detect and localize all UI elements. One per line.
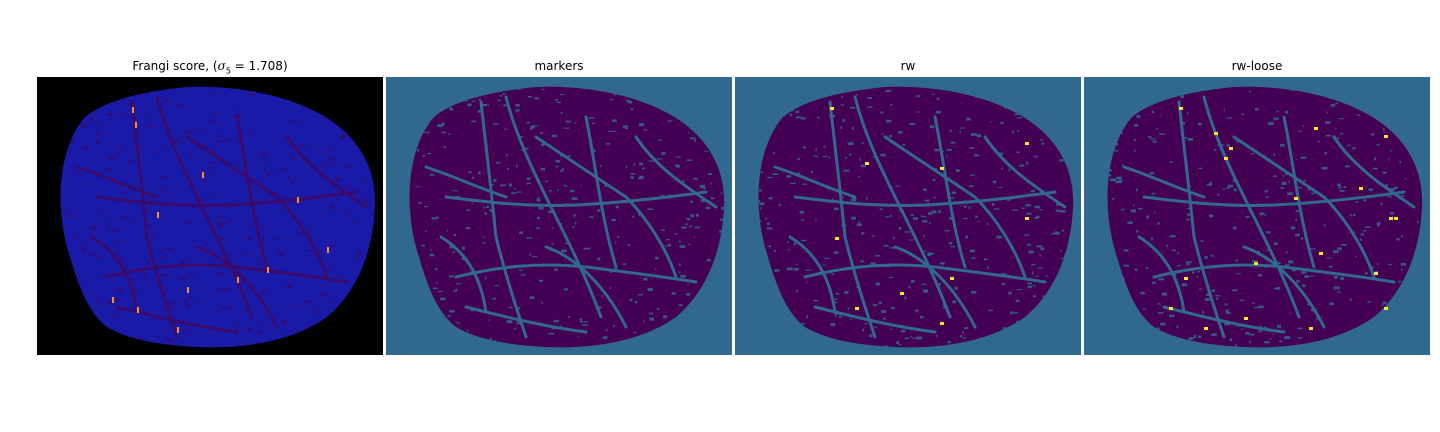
- frangi-heart-image: [37, 77, 383, 355]
- rw-loose-image: [1084, 77, 1430, 355]
- panel-title-rw-loose: rw-loose: [1231, 59, 1283, 73]
- panel-title-rw: rw: [900, 59, 916, 73]
- panel-title-markers: markers: [534, 59, 584, 73]
- frangi-image: [37, 77, 383, 355]
- rw-image: [735, 77, 1081, 355]
- markers-heart-image: [386, 77, 732, 355]
- rw-loose-heart-image: [1084, 77, 1430, 355]
- markers-image: [386, 77, 732, 355]
- panel-title-frangi: Frangi score, (σ5 = 1.708): [132, 59, 288, 76]
- rw-heart-image: [735, 77, 1081, 355]
